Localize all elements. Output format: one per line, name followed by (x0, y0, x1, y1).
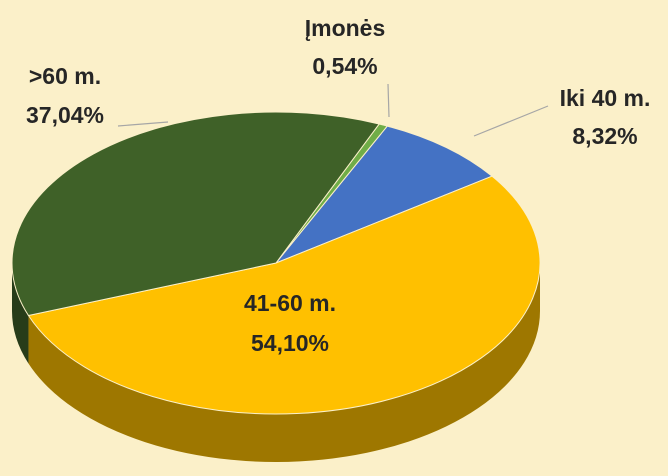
category-label: >60 m. (29, 63, 101, 89)
slice (274, 125, 493, 265)
value-label: 54,10% (251, 330, 329, 356)
slice-side (12, 263, 29, 364)
value-label: 8,32% (572, 123, 637, 149)
category-label: 41-60 m. (244, 290, 336, 316)
leader-line (387, 83, 390, 118)
value-label: 37,04% (26, 102, 104, 128)
category-label: Iki 40 m. (560, 85, 651, 111)
slice (27, 175, 541, 415)
category-label: Įmonės (305, 15, 386, 41)
value-label: 0,54% (312, 53, 377, 79)
leader-line (117, 121, 169, 127)
slice (11, 111, 381, 317)
leader-line (473, 105, 549, 137)
slice-side (28, 263, 540, 462)
